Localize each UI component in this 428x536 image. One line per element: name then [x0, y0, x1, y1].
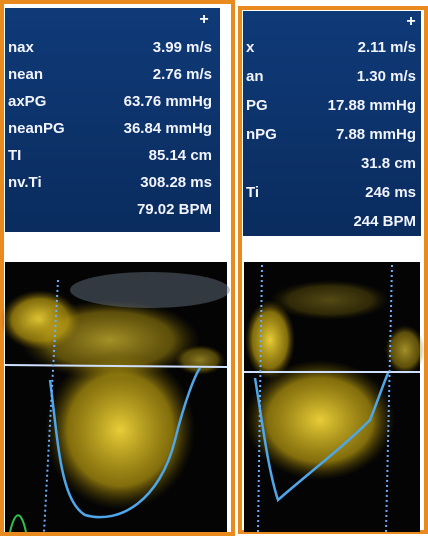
measurement-row: 244 BPM	[353, 213, 416, 230]
measurement-value: 2.76 m/s	[153, 66, 212, 83]
measurement-value: 1.30 m/s	[357, 68, 416, 85]
measurement-value: 7.88 mmHg	[336, 126, 416, 143]
measurement-row: 31.8 cm	[361, 155, 416, 172]
screenshot: + + nax3.99 m/snean2.76 m/saxPG63.76 mm	[0, 0, 428, 536]
measurement-label: axPG	[8, 93, 46, 110]
measurement-label: nv.Ti	[8, 174, 42, 191]
measurement-value: 36.84 mmHg	[124, 120, 212, 137]
plus-icon: +	[406, 13, 415, 30]
measurement-label: an	[246, 68, 264, 85]
measurement-value: 3.99 m/s	[153, 39, 212, 56]
measurement-value: 246 ms	[365, 184, 416, 201]
measurement-value: 31.8 cm	[361, 155, 416, 172]
measurement-value: 244 BPM	[353, 213, 416, 230]
measurement-label: Ti	[246, 184, 259, 201]
plus-icon: +	[199, 11, 208, 28]
measurement-value: 79.02 BPM	[137, 201, 212, 218]
measurement-label: TI	[8, 147, 21, 164]
measurement-label: nPG	[246, 126, 277, 143]
measurement-value: 2.11 m/s	[358, 39, 416, 56]
measurement-value: 17.88 mmHg	[328, 97, 416, 114]
measurement-row: 79.02 BPM	[137, 201, 212, 218]
measurement-label: neanPG	[8, 120, 65, 137]
measurement-label: PG	[246, 97, 268, 114]
measurement-label: x	[246, 39, 255, 56]
measurement-label: nean	[8, 66, 43, 83]
measurement-value: 85.14 cm	[149, 147, 212, 164]
measurement-value: 308.28 ms	[140, 174, 212, 191]
measurement-label: nax	[8, 39, 35, 56]
right-panel: +	[240, 8, 426, 532]
measurement-value: 63.76 mmHg	[124, 93, 212, 110]
